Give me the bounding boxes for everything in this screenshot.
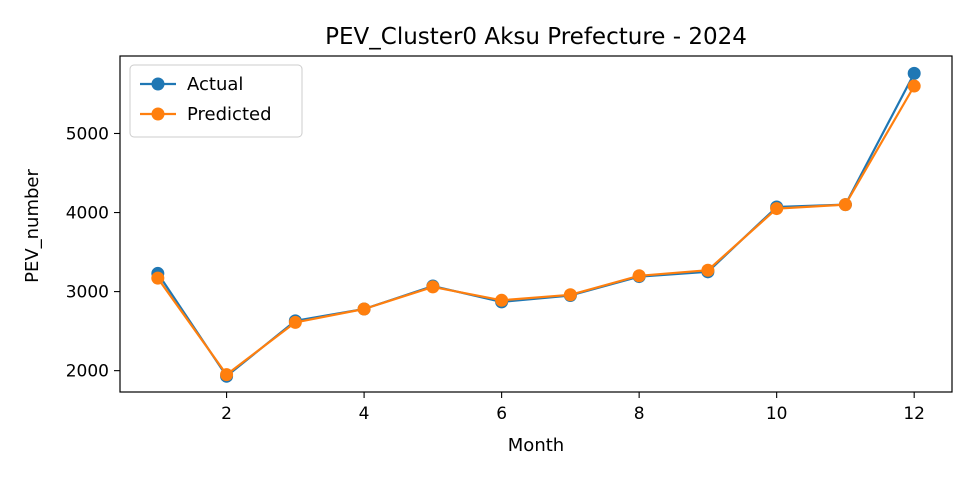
data-point-predicted bbox=[357, 302, 371, 316]
data-point-predicted bbox=[151, 271, 165, 285]
x-axis-label: Month bbox=[508, 435, 564, 456]
data-point-predicted bbox=[426, 280, 440, 294]
data-point-predicted bbox=[770, 202, 784, 216]
data-point-predicted bbox=[838, 198, 852, 212]
plot-area bbox=[151, 66, 921, 383]
data-point-predicted bbox=[907, 79, 921, 93]
y-tick-label: 3000 bbox=[66, 283, 109, 303]
axes: 2 4 6 8 10 12 2000 3000 4000 5000 bbox=[66, 55, 953, 424]
legend-marker-actual bbox=[151, 77, 165, 91]
data-point-predicted bbox=[701, 263, 715, 277]
data-point-predicted bbox=[632, 269, 646, 283]
data-point-predicted bbox=[563, 288, 577, 302]
y-tick-label: 5000 bbox=[66, 124, 109, 144]
x-tick-label: 12 bbox=[903, 404, 925, 424]
chart-title: PEV_Cluster0 Aksu Prefecture - 2024 bbox=[325, 24, 747, 50]
legend-label-actual: Actual bbox=[187, 74, 243, 95]
y-axis-label: PEV_number bbox=[22, 169, 43, 283]
x-tick-label: 8 bbox=[634, 404, 645, 424]
y-tick-label: 4000 bbox=[66, 204, 109, 224]
data-point-predicted bbox=[288, 315, 302, 329]
data-point-predicted bbox=[495, 293, 509, 307]
y-tick-label: 2000 bbox=[66, 362, 109, 382]
x-tick-label: 10 bbox=[766, 404, 788, 424]
legend-label-predicted: Predicted bbox=[187, 104, 272, 125]
x-tick-label: 4 bbox=[359, 404, 370, 424]
legend-marker-predicted bbox=[151, 107, 165, 121]
x-tick-label: 2 bbox=[221, 404, 232, 424]
data-point-predicted bbox=[220, 368, 234, 382]
x-tick-label: 6 bbox=[496, 404, 507, 424]
plot-frame bbox=[119, 55, 953, 393]
legend: Actual Predicted bbox=[129, 64, 303, 138]
series-line-predicted bbox=[156, 85, 916, 376]
data-point-actual bbox=[907, 66, 921, 80]
